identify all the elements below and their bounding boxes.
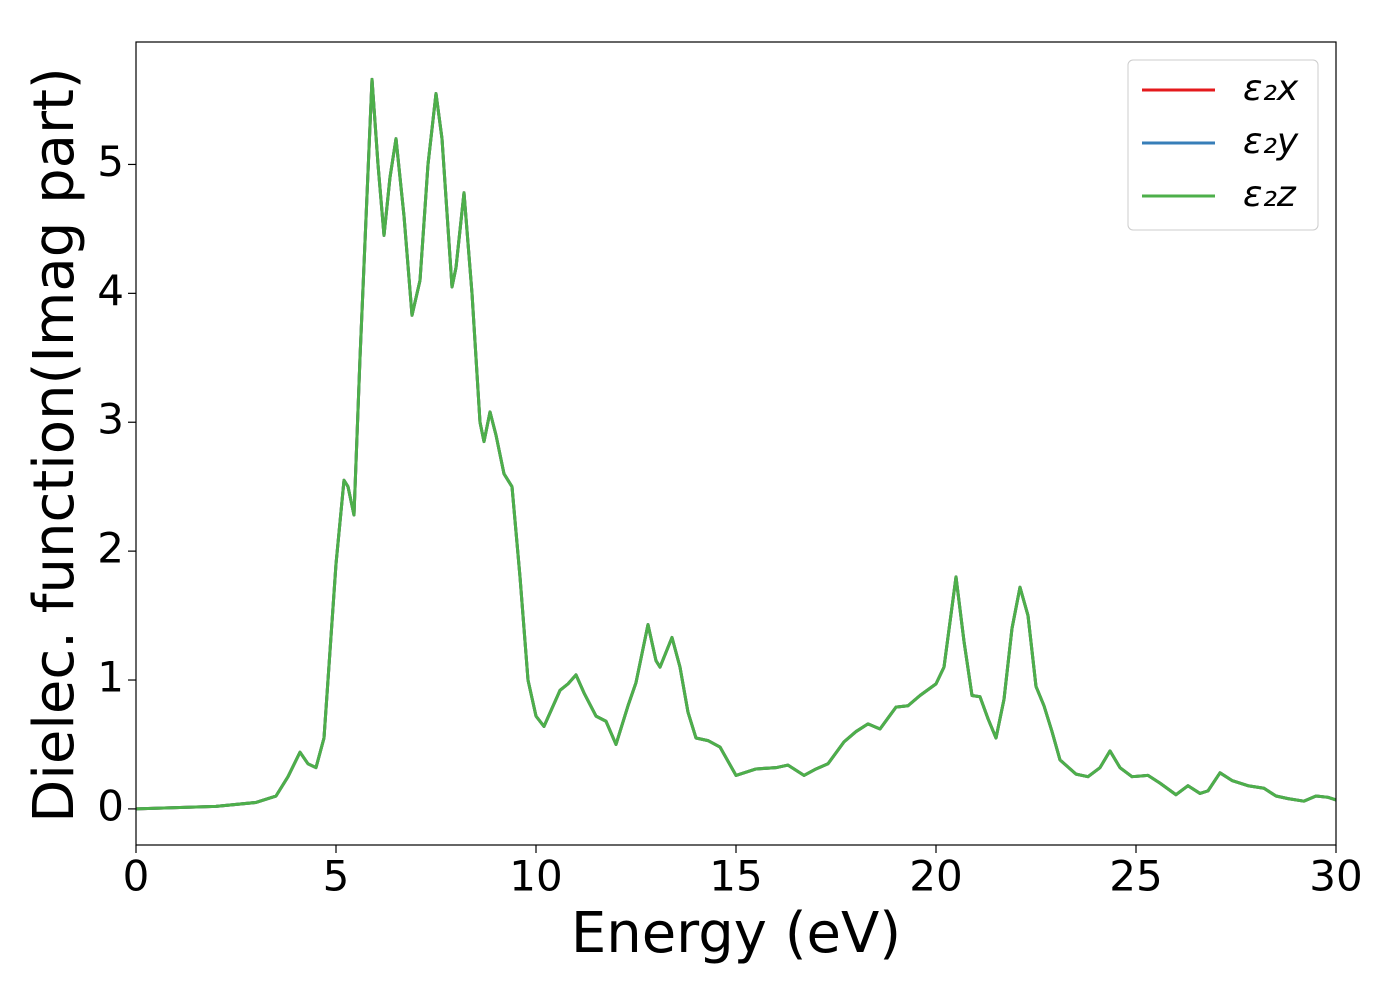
x-tick-label: 20: [909, 852, 962, 901]
x-tick-label: 5: [323, 852, 350, 901]
y-tick-label: 5: [97, 137, 124, 186]
x-tick-label: 0: [123, 852, 150, 901]
y-tick-label: 4: [97, 266, 124, 315]
y-tick-label: 3: [97, 395, 124, 444]
legend-label: ε₂y: [1243, 121, 1299, 162]
y-tick-label: 0: [97, 781, 124, 830]
x-axis-label: Energy (eV): [571, 901, 901, 966]
legend-box: [1127, 59, 1319, 231]
legend-label: ε₂z: [1243, 174, 1297, 215]
x-tick-label: 25: [1109, 852, 1162, 901]
x-tick-label: 10: [509, 852, 562, 901]
y-tick-label: 1: [97, 653, 124, 702]
y-axis-label: Dielec. function(Imag part): [22, 67, 87, 823]
x-tick-label: 15: [709, 852, 762, 901]
legend-label: ε₂x: [1243, 68, 1299, 109]
y-tick-label: 2: [97, 524, 124, 573]
x-tick-label: 30: [1309, 852, 1362, 901]
series-line: [135, 77, 1337, 811]
plot-frame: [135, 41, 1337, 846]
